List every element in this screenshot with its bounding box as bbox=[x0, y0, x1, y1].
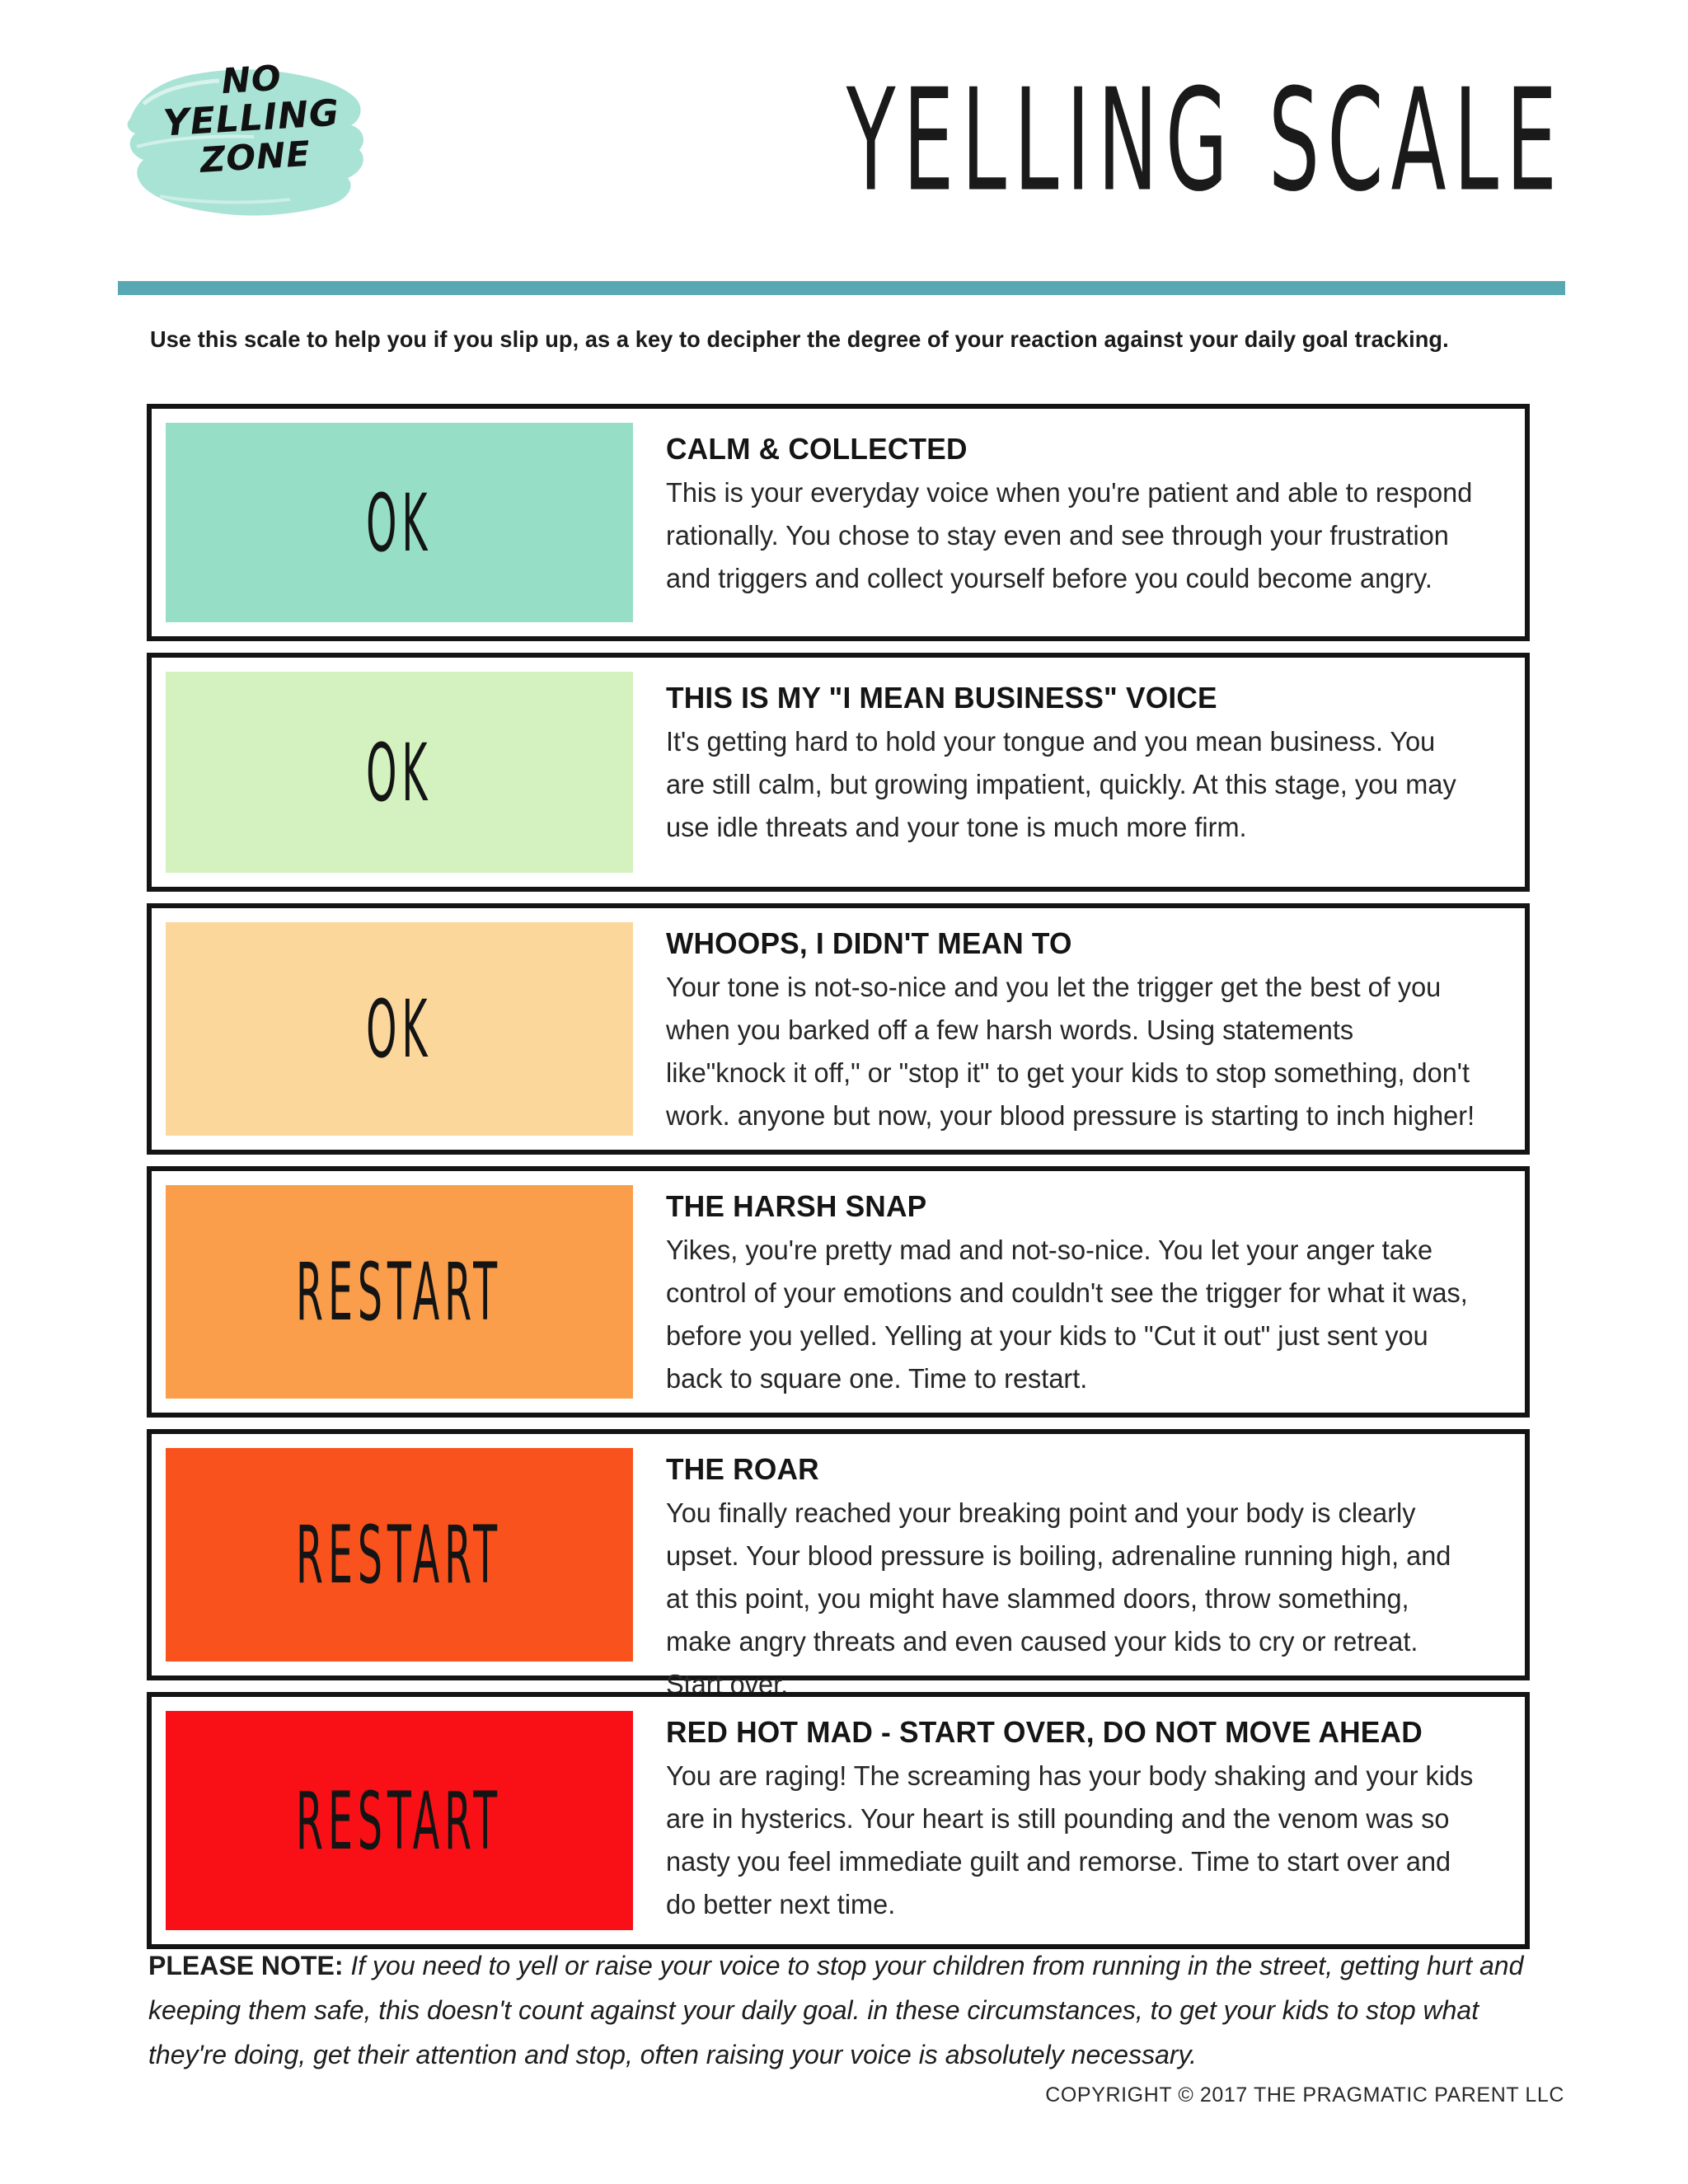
scale-row: RESTART THE ROAR You finally reached you… bbox=[147, 1429, 1530, 1699]
scale-row-body: You finally reached your breaking point … bbox=[666, 1497, 1451, 1699]
swatch-badge-label: OK bbox=[366, 982, 433, 1076]
scale-row-body: You are raging! The screaming has your b… bbox=[666, 1760, 1474, 1919]
scale-row-content: WHOOPS, I DIDN'T MEAN TO Your tone is no… bbox=[633, 908, 1525, 1150]
scale-row-body: Your tone is not-so-nice and you let the… bbox=[666, 972, 1475, 1131]
swatch-badge-label: RESTART bbox=[296, 1507, 503, 1602]
swatch-badge-label: RESTART bbox=[296, 1774, 503, 1868]
scale-row-heading: THIS IS MY "I MEAN BUSINESS" VOICE bbox=[666, 681, 1217, 715]
scale-row-heading: THE HARSH SNAP bbox=[666, 1189, 927, 1223]
page-title: YELLING SCALE bbox=[846, 58, 1564, 223]
scale-row: OK WHOOPS, I DIDN'T MEAN TO Your tone is… bbox=[147, 903, 1530, 1155]
please-note-label: PLEASE NOTE: bbox=[148, 1951, 344, 1980]
swatch-badge-label: RESTART bbox=[296, 1244, 503, 1339]
scale-row: OK THIS IS MY "I MEAN BUSINESS" VOICE It… bbox=[147, 653, 1530, 892]
please-note-text: PLEASE NOTE: If you need to yell or rais… bbox=[148, 1943, 1550, 2077]
scale-row-body: Yikes, you're pretty mad and not-so-nice… bbox=[666, 1235, 1468, 1394]
scale-row-content: THE ROAR You finally reached your breaki… bbox=[633, 1434, 1525, 1699]
scale-row: RESTART THE HARSH SNAP Yikes, you're pre… bbox=[147, 1166, 1530, 1418]
scale-row-content: THE HARSH SNAP Yikes, you're pretty mad … bbox=[633, 1171, 1525, 1413]
page-header: NO YELLING ZONE YELLING SCALE bbox=[0, 0, 1688, 272]
swatch-badge-label: OK bbox=[366, 476, 433, 569]
logo-text: NO YELLING ZONE bbox=[112, 54, 391, 183]
scale-row-heading: CALM & COLLECTED bbox=[666, 432, 968, 466]
scale-row-content: THIS IS MY "I MEAN BUSINESS" VOICE It's … bbox=[633, 658, 1525, 887]
scale-row-body: This is your everyday voice when you're … bbox=[666, 477, 1473, 593]
scale-row-content: RED HOT MAD - START OVER, DO NOT MOVE AH… bbox=[633, 1697, 1525, 1944]
scale-rows: OK CALM & COLLECTED This is your everyda… bbox=[147, 404, 1530, 1961]
scale-row-content: CALM & COLLECTED This is your everyday v… bbox=[633, 409, 1525, 636]
please-note-body: If you need to yell or raise your voice … bbox=[148, 1951, 1524, 2069]
scale-row-heading: WHOOPS, I DIDN'T MEAN TO bbox=[666, 926, 1072, 960]
scale-swatch: RESTART bbox=[166, 1448, 633, 1661]
scale-swatch: OK bbox=[166, 672, 633, 873]
page-subtitle: Use this scale to help you if you slip u… bbox=[150, 326, 1449, 352]
brush-stroke-icon bbox=[127, 69, 363, 216]
header-divider bbox=[118, 281, 1565, 295]
no-yelling-zone-logo: NO YELLING ZONE bbox=[115, 43, 387, 241]
scale-swatch: RESTART bbox=[166, 1711, 633, 1930]
scale-row-heading: THE ROAR bbox=[666, 1452, 819, 1486]
scale-row-body: It's getting hard to hold your tongue an… bbox=[666, 726, 1456, 842]
scale-row: RESTART RED HOT MAD - START OVER, DO NOT… bbox=[147, 1692, 1530, 1949]
swatch-badge-label: OK bbox=[366, 725, 433, 819]
scale-row-heading: RED HOT MAD - START OVER, DO NOT MOVE AH… bbox=[666, 1715, 1423, 1749]
scale-swatch: OK bbox=[166, 423, 633, 622]
scale-row: OK CALM & COLLECTED This is your everyda… bbox=[147, 404, 1530, 641]
scale-swatch: OK bbox=[166, 922, 633, 1136]
scale-swatch: RESTART bbox=[166, 1185, 633, 1399]
copyright-text: COPYRIGHT © 2017 THE PRAGMATIC PARENT LL… bbox=[1045, 2083, 1564, 2107]
